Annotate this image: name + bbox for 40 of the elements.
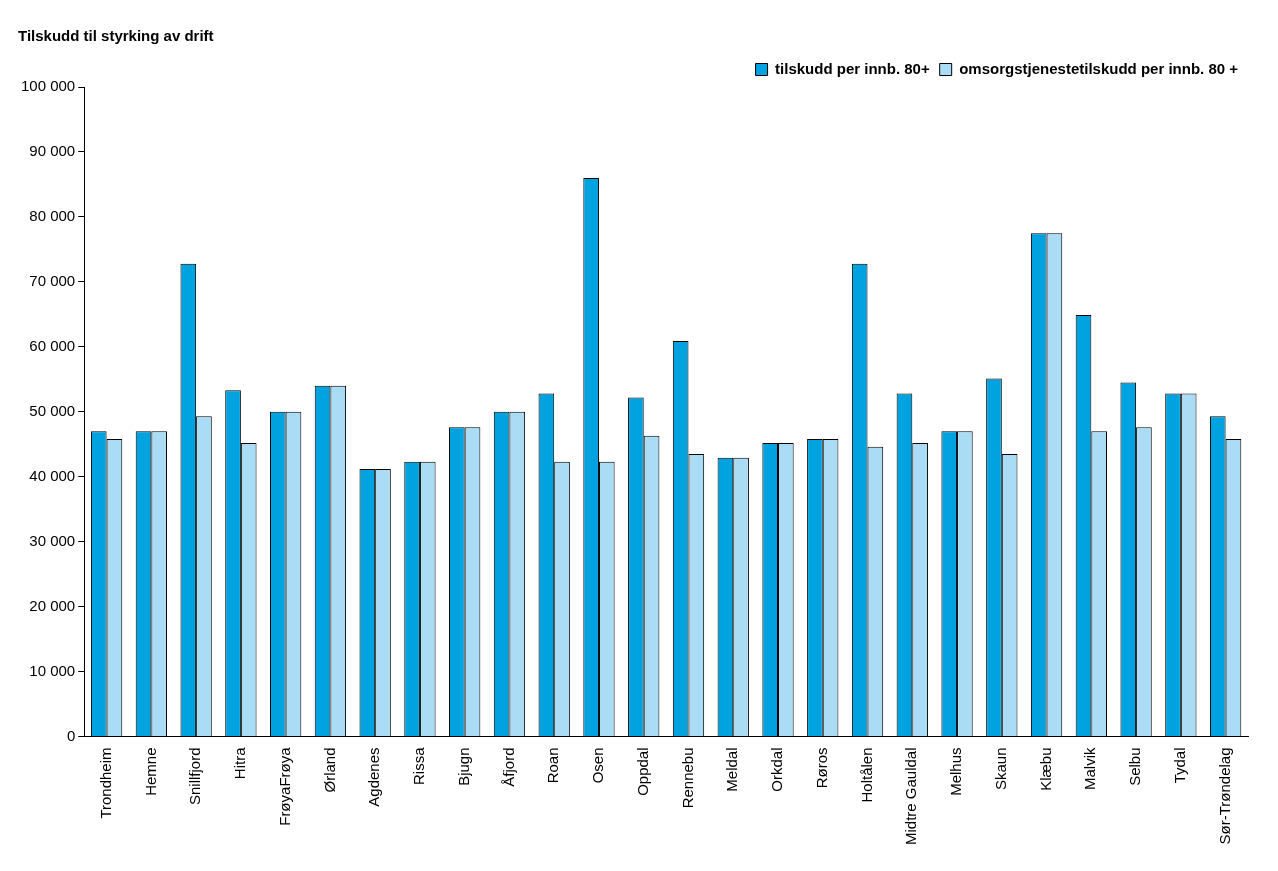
x-tick-label: Rennebu bbox=[678, 747, 696, 809]
x-tick-label: Rissa bbox=[410, 746, 428, 785]
x-tick-label: Holtålen bbox=[857, 747, 875, 803]
x-tick-label: Klæbu bbox=[1036, 747, 1054, 791]
y-tick-label: 0 bbox=[66, 726, 76, 744]
x-tick-label: Tydal bbox=[1171, 747, 1188, 784]
y-tick-label: 60 000 bbox=[29, 336, 76, 354]
x-tick-label: Selbu bbox=[1126, 747, 1144, 786]
x-tick-label: Røros bbox=[812, 747, 830, 789]
x-tick-label: Ørland bbox=[320, 747, 338, 793]
legend-label: tilskudd per innb. 80+ bbox=[775, 59, 930, 77]
y-tick-label: 40 000 bbox=[29, 466, 76, 484]
x-tick-label: Skaun bbox=[991, 747, 1009, 790]
x-tick-label: Orkdal bbox=[768, 747, 786, 792]
x-tick-label: Oppdal bbox=[633, 747, 651, 796]
x-tick-label: Åfjord bbox=[499, 747, 517, 787]
y-tick-label: 50 000 bbox=[29, 401, 76, 419]
chart-title: Tilskudd til styrking av drift bbox=[18, 27, 214, 45]
x-tick-label: Hitra bbox=[231, 746, 249, 780]
y-tick-label: 20 000 bbox=[29, 596, 76, 614]
x-tick-label: Snillfjord bbox=[186, 747, 204, 805]
x-tick-label: Hemne bbox=[141, 747, 159, 796]
x-tick-label: Bjugn bbox=[454, 747, 472, 786]
x-tick-label: Melhus bbox=[947, 747, 965, 796]
x-tick-label: Malvik bbox=[1081, 746, 1099, 790]
x-tick-label: FrøyaFrøya bbox=[275, 746, 293, 826]
y-tick-label: 70 000 bbox=[29, 271, 76, 289]
x-tick-label: Osen bbox=[589, 747, 607, 784]
legend-label: omsorgstjenestetilskudd per innb. 80 + bbox=[959, 59, 1239, 77]
y-tick-label: 100 000 bbox=[20, 77, 76, 95]
x-tick-label: Trondheim bbox=[96, 747, 114, 819]
y-tick-label: 30 000 bbox=[29, 531, 76, 549]
x-tick-label: Meldal bbox=[723, 747, 741, 792]
y-tick-label: 10 000 bbox=[29, 661, 76, 679]
x-tick-label: Agdenes bbox=[365, 747, 383, 807]
y-tick-label: 80 000 bbox=[29, 207, 76, 225]
x-tick-label: Roan bbox=[544, 747, 562, 784]
x-tick-label: Sør-Trøndelag bbox=[1215, 747, 1233, 845]
y-tick-label: 90 000 bbox=[29, 142, 76, 160]
x-tick-label: Midtre Gauldal bbox=[902, 747, 920, 845]
